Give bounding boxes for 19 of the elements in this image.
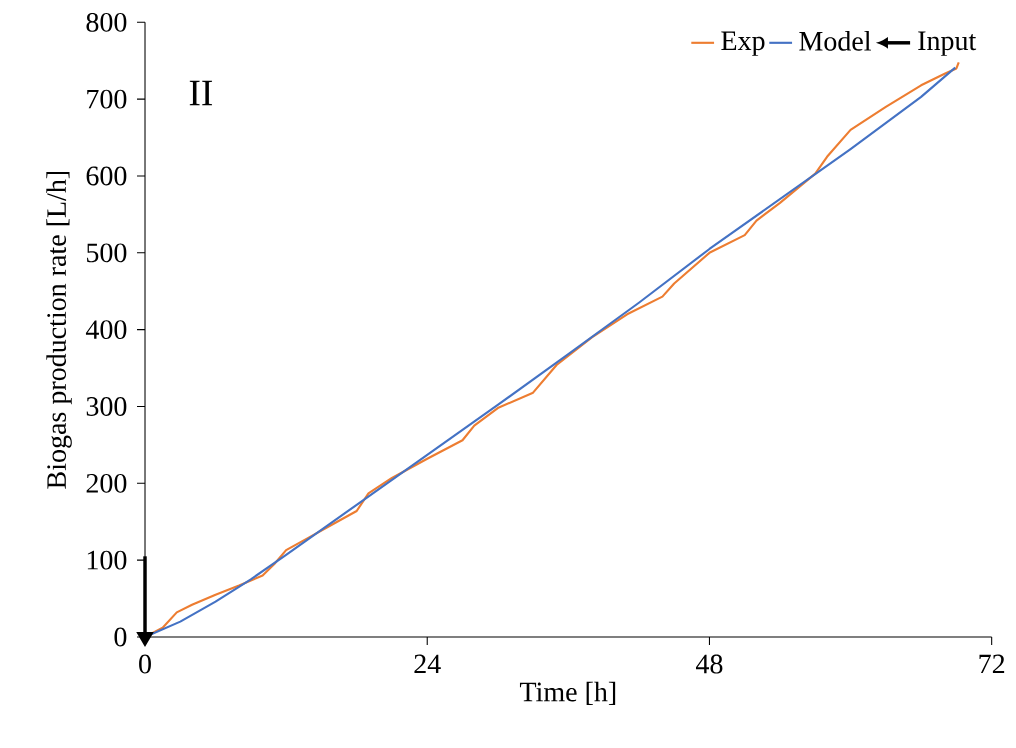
x-tick-label: 48: [695, 654, 723, 674]
y-tick-label: 200: [86, 473, 127, 493]
y-tick-label: 600: [86, 166, 127, 186]
legend-label: Model: [799, 31, 871, 51]
y-tick-label: 0: [114, 627, 127, 647]
y-tick-label: 800: [86, 12, 127, 32]
y-tick-label: 300: [86, 397, 127, 416]
legend-label: Exp: [721, 31, 765, 56]
y-tick-label: 700: [87, 89, 127, 109]
x-tick-label: 24: [414, 654, 441, 674]
y-axis-title: Biogas production rate [L/h]: [46, 171, 72, 489]
y-tick-label: 100: [87, 550, 127, 570]
x-tick-label: 72: [979, 654, 1005, 674]
x-axis-title: Time [h]: [519, 681, 616, 705]
y-tick-label: 500: [87, 243, 127, 263]
annotation: II: [189, 80, 213, 106]
y-tick-label: 400: [85, 320, 127, 340]
x-tick-label: 0: [139, 654, 151, 674]
legend-label: Input: [918, 31, 977, 56]
